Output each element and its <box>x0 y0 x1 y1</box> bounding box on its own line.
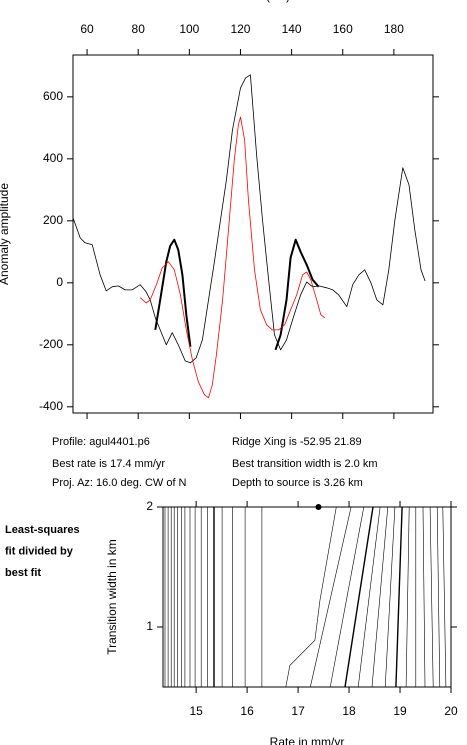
x-tick-label: 16 <box>240 704 254 718</box>
contour-line <box>442 506 447 688</box>
y-tick-label: 0 <box>56 275 63 289</box>
contour-line <box>395 506 403 688</box>
annotation: Depth to source is 3.26 km <box>232 477 363 489</box>
contour-line <box>429 506 434 688</box>
y-tick-label: 1 <box>146 619 153 633</box>
x-tick-label: 180 <box>384 22 404 36</box>
x-tick-label: 15 <box>189 704 203 718</box>
side-text: Least-squares <box>5 524 80 536</box>
contour-line <box>422 506 426 688</box>
contour-line <box>405 506 410 688</box>
y-axis-label: Anomaly amplitude <box>0 183 11 285</box>
contour-line <box>310 506 352 688</box>
x-tick-label: 120 <box>230 22 250 36</box>
data-line <box>154 238 320 351</box>
y-tick-label: -400 <box>39 399 63 413</box>
x-tick-label: 80 <box>132 22 146 36</box>
x-tick-label: 160 <box>333 22 353 36</box>
x-tick-label: 60 <box>80 22 94 36</box>
plot-frame <box>72 54 434 414</box>
x-axis-label: Rate in mm/yr <box>270 735 345 745</box>
annotation: Proj. Az: 16.0 deg. CW of N <box>52 477 187 489</box>
contour-line <box>357 506 381 688</box>
best-fit-marker <box>315 504 322 510</box>
contour-line <box>329 506 365 688</box>
contour-line <box>436 506 441 688</box>
annotation: Best rate is 17.4 mm/yr <box>52 458 165 470</box>
contour-line <box>344 506 374 688</box>
contour-line <box>285 506 337 688</box>
contour-line <box>384 506 396 688</box>
x-tick-label: 17 <box>291 704 305 718</box>
annotation: Best transition width is 2.0 km <box>232 458 378 470</box>
y-axis-label: Transition width in km <box>105 539 119 655</box>
y-tick-label: 200 <box>43 213 63 227</box>
plot-frame <box>162 506 452 688</box>
annotation: Profile: agul4401.p6 <box>52 436 150 448</box>
data-line <box>72 74 426 364</box>
x-axis-label: Distance (km) <box>216 0 290 3</box>
y-tick-label: 400 <box>43 151 63 165</box>
x-tick-label: 20 <box>444 704 458 718</box>
x-tick-label: 18 <box>342 704 356 718</box>
annotation: Ridge Xing is -52.95 21.89 <box>232 436 362 448</box>
contour-line <box>371 506 389 688</box>
data-line <box>139 116 326 399</box>
side-text: best fit <box>5 567 41 579</box>
y-tick-label: 2 <box>146 499 153 513</box>
x-tick-label: 100 <box>179 22 199 36</box>
y-tick-label: 600 <box>43 89 63 103</box>
side-text: fit divided by <box>5 545 74 557</box>
x-tick-label: 140 <box>282 22 302 36</box>
y-tick-label: -200 <box>39 337 63 351</box>
x-tick-label: 19 <box>393 704 407 718</box>
